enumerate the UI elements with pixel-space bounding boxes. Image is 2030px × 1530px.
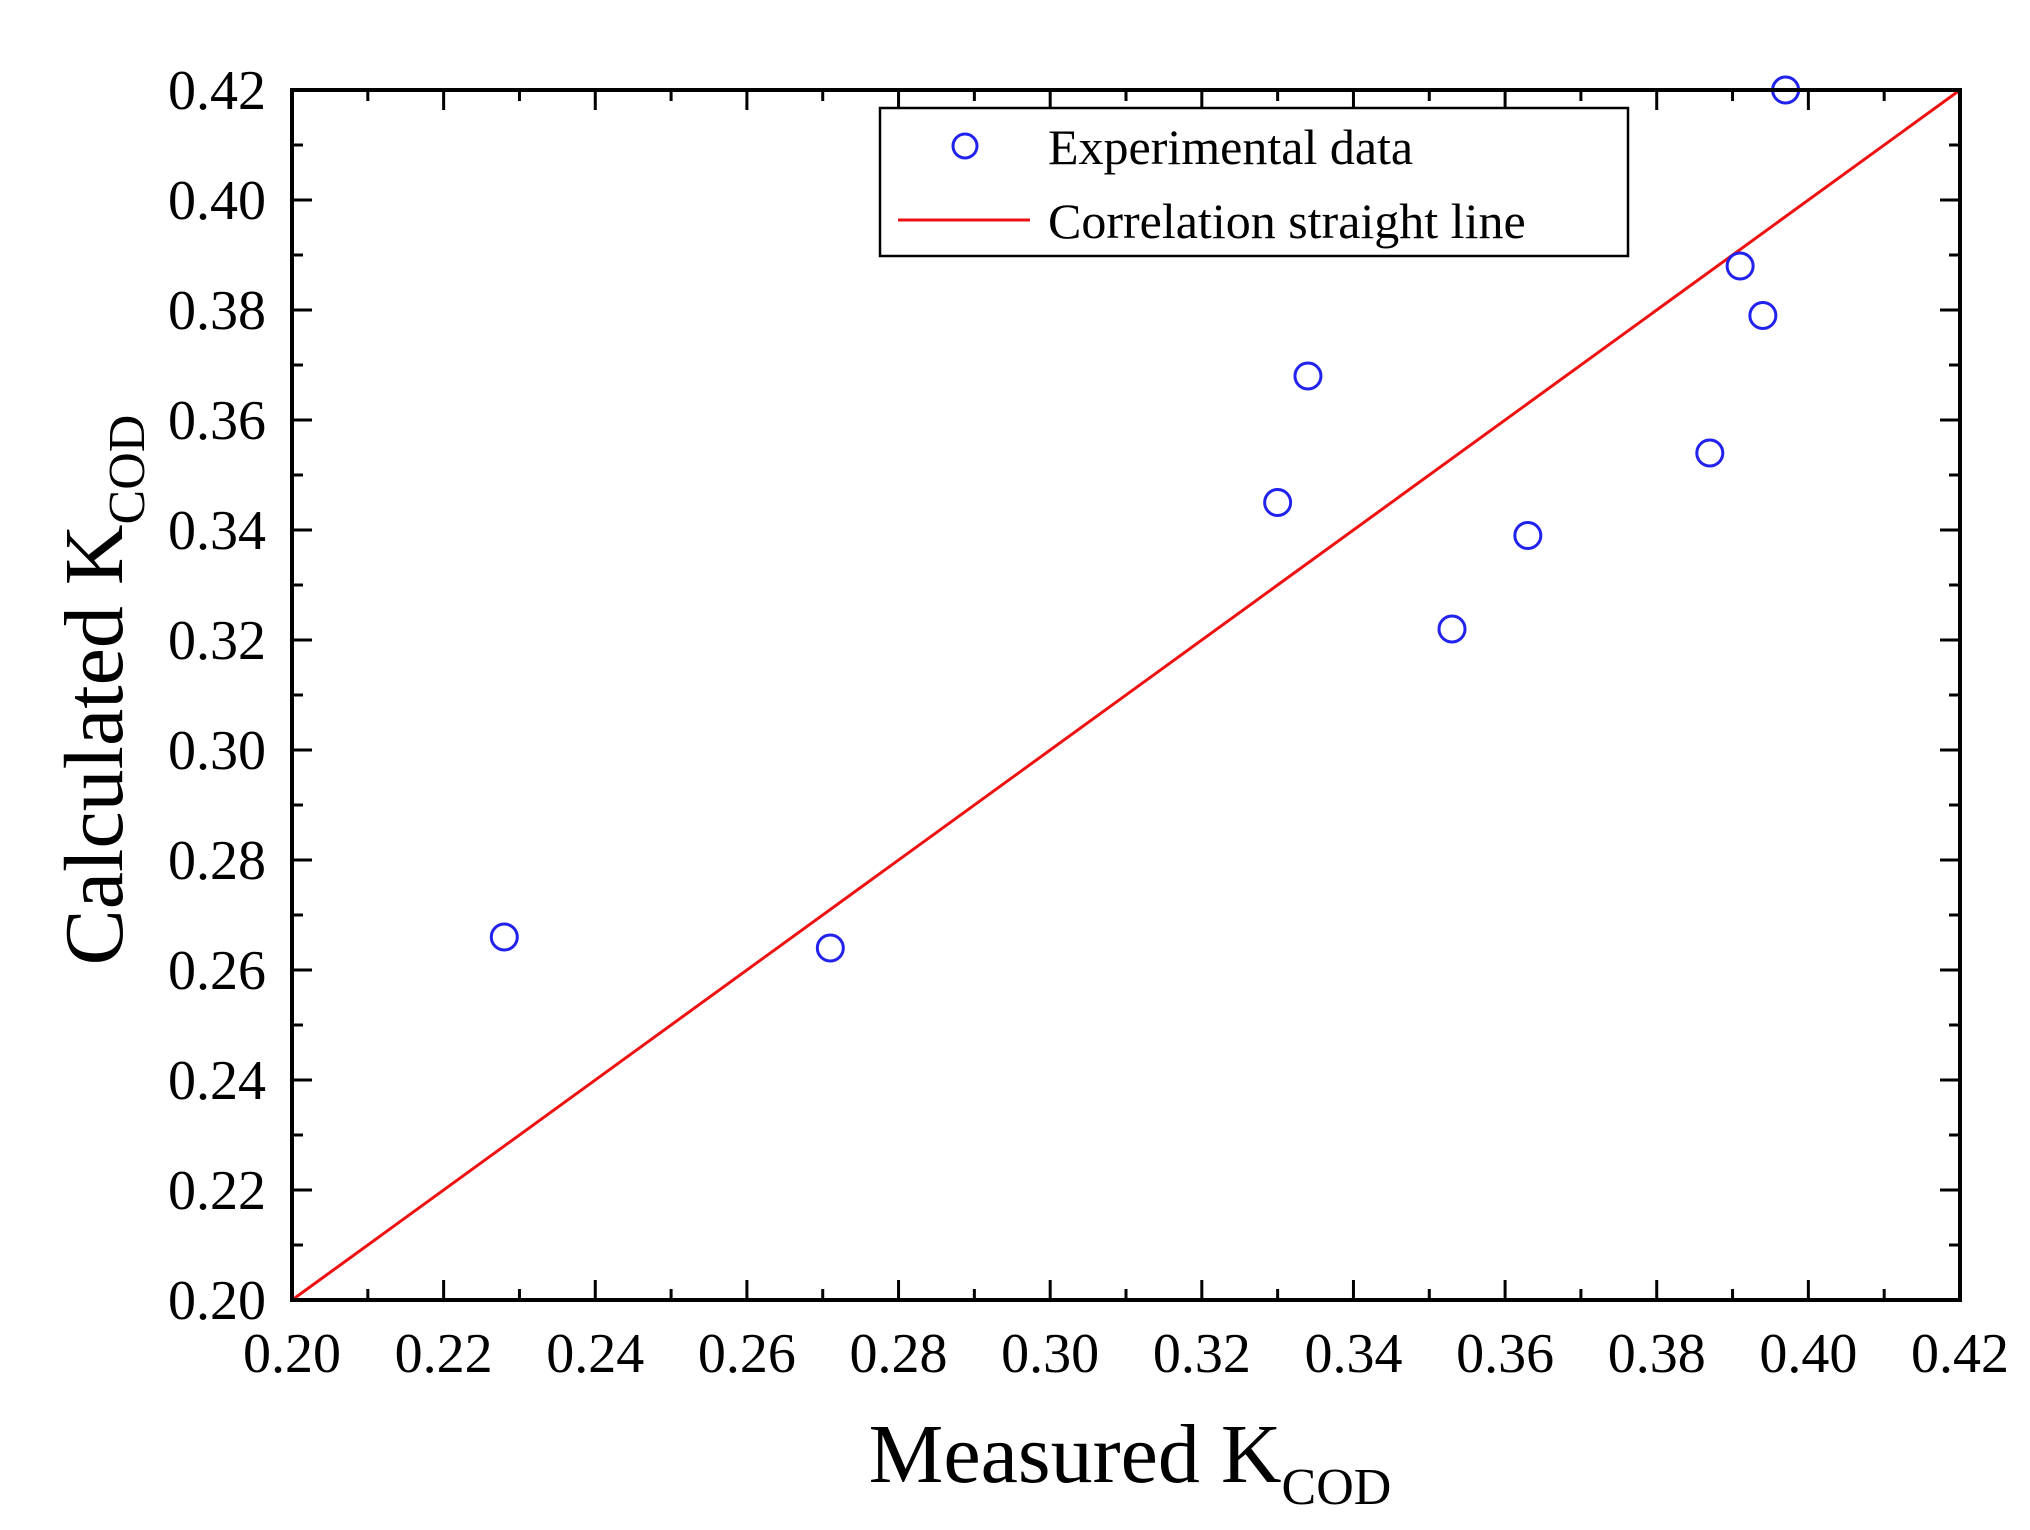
legend-marker-experimental <box>951 132 979 160</box>
x-tick-label: 0.36 <box>1456 1323 1554 1385</box>
data-point <box>1263 488 1293 517</box>
plot-frame <box>290 88 1962 1302</box>
data-point <box>1725 251 1755 281</box>
data-point <box>1695 438 1725 468</box>
x-tick-label: 0.38 <box>1608 1323 1706 1385</box>
correlation-line <box>291 88 1961 1302</box>
data-point <box>1748 301 1778 330</box>
x-tick-label: 0.26 <box>698 1323 796 1385</box>
data-point <box>815 933 845 963</box>
x-tick-label: 0.40 <box>1759 1323 1857 1385</box>
x-tick-label: 0.30 <box>1001 1323 1099 1385</box>
x-axis-title-subscript: COD <box>1282 1459 1392 1516</box>
data-point <box>1513 521 1543 550</box>
y-tick-label: 0.20 <box>168 1270 266 1332</box>
y-tick-label: 0.40 <box>168 170 266 232</box>
y-tick-label: 0.24 <box>168 1050 266 1112</box>
x-axis-title: Measured KCOD <box>869 1408 1392 1516</box>
x-axis-title-main: Measured K <box>869 1408 1282 1501</box>
y-axis-title-main: Calculated K <box>48 524 141 965</box>
y-tick-label: 0.34 <box>168 500 266 562</box>
x-tick-label: 0.32 <box>1153 1323 1251 1385</box>
y-tick-label: 0.30 <box>168 720 266 782</box>
x-tick-label: 0.20 <box>243 1323 341 1385</box>
x-tick-label: 0.42 <box>1911 1323 2009 1385</box>
y-tick-label: 0.36 <box>168 390 266 452</box>
data-point <box>1293 361 1323 391</box>
y-tick-label: 0.28 <box>168 830 266 892</box>
x-tick-label: 0.22 <box>395 1323 493 1385</box>
y-tick-label: 0.38 <box>168 280 266 342</box>
y-tick-label: 0.26 <box>168 940 266 1002</box>
x-tick-label: 0.34 <box>1304 1323 1402 1385</box>
y-axis-title: Calculated KCOD <box>48 415 156 966</box>
y-tick-label: 0.22 <box>168 1160 266 1222</box>
legend-box <box>878 106 1630 258</box>
data-point <box>1437 614 1467 644</box>
x-tick-labels: 0.20 0.22 0.24 0.26 0.28 0.30 0.32 0.34 0.36 0.38… <box>243 1323 2009 1385</box>
correlation-line-layer <box>291 88 1961 1302</box>
x-tick-label: 0.24 <box>546 1323 644 1385</box>
legend-label-experimental: Experimental data <box>1048 119 1413 175</box>
y-tick-labels: 0.20 0.22 0.24 0.26 0.28 0.30 0.32 0.34 0.36 0.38… <box>168 60 266 1332</box>
x-tick-label: 0.28 <box>850 1323 948 1385</box>
data-point <box>489 922 519 952</box>
legend-label-correlation: Correlation straight line <box>1048 193 1526 249</box>
y-tick-label: 0.32 <box>168 610 266 672</box>
y-axis-title-subscript: COD <box>99 415 156 525</box>
y-tick-label: 0.42 <box>168 60 266 122</box>
legend: Experimental data Correlation straight l… <box>878 106 1630 258</box>
